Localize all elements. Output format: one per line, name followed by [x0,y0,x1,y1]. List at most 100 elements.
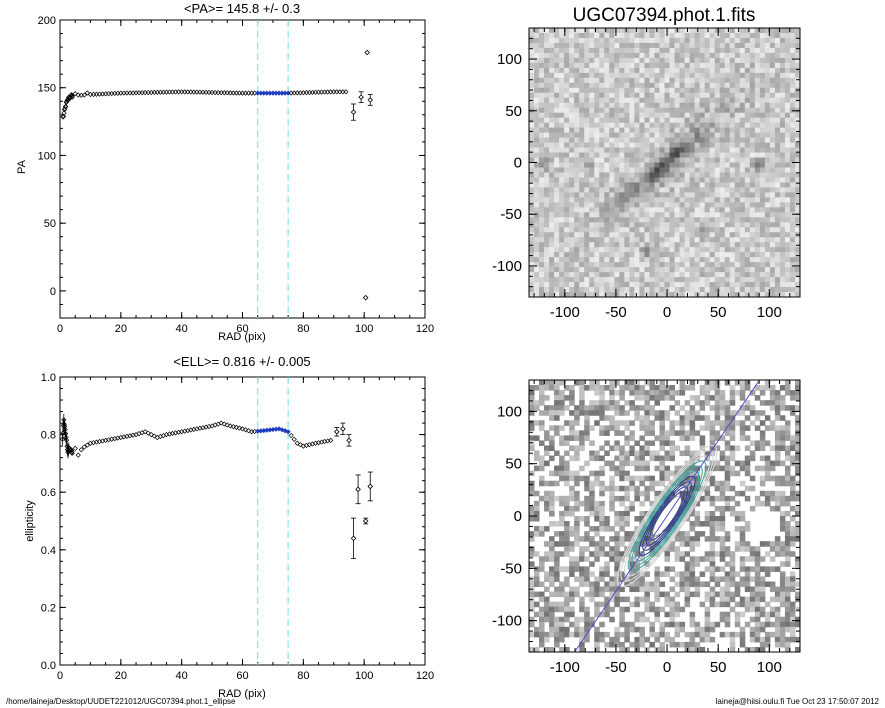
pa-data-point [318,89,325,95]
model-xtick-label: 50 [710,659,727,676]
pa-data-point [109,90,115,97]
img-ytick-label: -50 [500,206,522,223]
pa-profile-plot: <PA>= 145.8 +/- 0.3 PA RAD (pix) 0 20 40 60… [16,1,434,343]
pa-data-point [75,92,81,98]
pa-data-point [179,89,185,95]
pa-data-point [99,91,106,97]
ell-data-point [172,430,179,436]
ell-outer-point [346,437,352,444]
pa-data-point [294,90,300,96]
ell-data-point [328,437,334,443]
pa-data-point [81,92,87,98]
ell-axes-frame [59,376,426,666]
pa-data-point [157,89,163,95]
pa-data-point [325,89,331,95]
ell-data-point [145,430,151,436]
ell-outer-point [355,486,361,493]
pa-data-point [87,91,94,98]
ell-data-point [312,440,319,446]
contour-image-panel: -100 -50 0 50 100 -100 -50 0 50 100 [492,379,801,676]
pa-plot-xlabel: RAD (pix) [218,331,266,343]
pa-data-point [78,92,84,98]
pa-data-point [209,89,215,96]
model-pixels [529,380,800,652]
footer-path: /home/laineja/Desktop/UUDET221012/UGC073… [6,697,236,706]
pa-ytick-label: 0 [50,286,56,298]
img-xtick-label: 100 [757,304,782,321]
ell-data-point [106,437,112,443]
pa-axes-frame [59,19,426,319]
pa-data-point [239,90,246,96]
footer-user-date: laineja@hiisi.oulu.fi Tue Oct 23 17:50:0… [715,697,879,706]
pa-xtick-label: 100 [355,323,373,335]
pa-data-point [249,90,255,96]
pa-outer-point [350,109,357,115]
pa-data-point [337,89,343,95]
pa-data-point [60,113,67,119]
pa-data-point [145,89,151,96]
ell-data-point [87,440,94,446]
ell-data-point [69,450,75,456]
pa-data-point [212,89,218,96]
img-pixels [529,28,800,297]
pa-xtick-label: 40 [176,323,188,335]
ell-data-point [169,430,176,437]
pa-ytick-label: 50 [44,218,56,230]
ell-data-point [96,438,103,445]
pa-data-point [300,90,306,96]
ell-ytick-label: 0.8 [41,430,56,442]
pa-data-point [69,94,75,100]
pa-data-point [69,93,75,99]
pa-data-point [303,90,309,96]
pa-xtick-label: 120 [416,323,434,335]
ell-data-point [325,438,331,444]
pa-xtick-label: 60 [236,323,248,335]
pa-data-point [151,89,157,95]
pa-data-point [242,90,249,96]
ell-data-point [291,436,297,442]
ell-data-point [297,442,303,448]
ell-data-point [191,426,197,433]
pa-data-point [343,89,349,95]
ell-data-point [109,436,115,442]
pa-data-point [227,90,233,96]
ell-data-point [176,429,182,435]
ell-data-point [93,439,100,445]
ell-data-point [188,427,194,433]
pa-data-point [169,89,176,95]
pa-data-point [182,89,188,95]
ell-data-point [179,429,185,435]
ell-data-point [288,432,294,439]
pa-data-point [306,89,313,96]
pa-data-point [221,90,227,96]
ell-data-point [69,448,75,455]
img-xtick-label: 0 [663,304,671,321]
pa-data-point [103,91,109,97]
pa-data-point [215,90,221,96]
ell-xtick-label: 20 [115,670,127,682]
ell-data-point [166,431,173,437]
pa-data-point [322,89,328,95]
img-ytick-label: 0 [514,155,522,172]
pa-data-point [185,89,191,95]
model-xtick-label: -100 [550,659,580,676]
model-ytick-label: -50 [500,560,522,577]
ell-data-point [203,424,209,430]
pa-data-point [331,89,337,95]
pa-data-point [285,90,291,96]
model-xtick-label: 0 [663,659,671,676]
pa-data-point [194,89,200,95]
pa-data-point [121,90,127,96]
ell-data-point [118,434,124,441]
ell-ytick-label: 0.4 [41,545,56,557]
pa-data-point [61,110,67,116]
pa-data-point [172,89,179,95]
pa-xtick-label: 0 [57,323,63,335]
img-ytick-label: -100 [492,258,522,275]
ell-data-point [130,432,136,438]
pa-data-point [130,90,136,96]
ell-data-point [72,445,78,451]
ell-ytick-label: 0.6 [41,487,56,499]
pa-data-point [236,90,243,96]
ell-data-point [103,437,109,443]
